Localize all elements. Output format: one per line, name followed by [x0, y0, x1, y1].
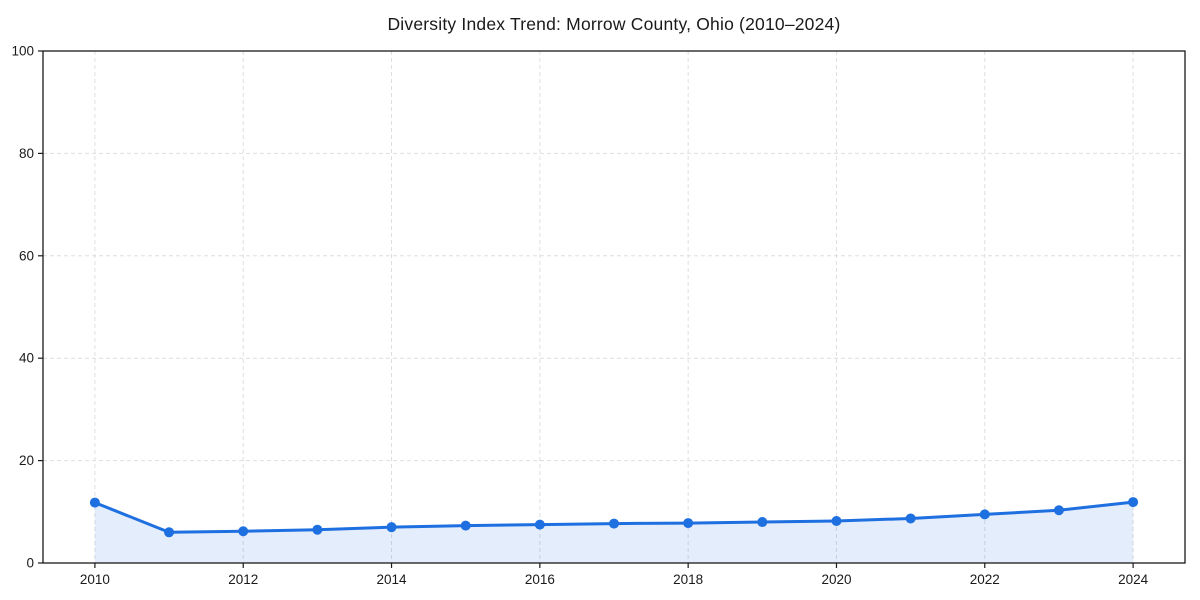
y-tick-label: 0: [26, 556, 34, 571]
data-point-2023: [1053, 505, 1064, 516]
plot-border: [42, 50, 1186, 564]
y-tick-label: 80: [19, 146, 34, 161]
chart-title: Diversity Index Trend: Morrow County, Oh…: [387, 14, 841, 34]
data-point-2018: [683, 518, 694, 529]
y-tick-label: 40: [19, 351, 34, 366]
x-tick-label: 2020: [821, 572, 851, 587]
y-tick-label: 20: [19, 453, 34, 468]
data-point-2016: [534, 519, 545, 530]
data-point-2013: [312, 524, 323, 535]
area-fill: [94, 502, 1134, 563]
data-point-2012: [238, 526, 249, 537]
y-tick-label: 60: [19, 248, 34, 263]
data-point-2010: [89, 497, 100, 508]
x-tick-label: 2014: [377, 572, 408, 587]
data-point-2022: [979, 509, 990, 520]
data-point-2020: [831, 516, 842, 527]
data-point-2017: [609, 518, 619, 529]
x-tick-label: 2010: [80, 572, 110, 587]
data-point-2014: [386, 522, 397, 533]
data-point-2024: [1128, 497, 1139, 508]
data-point-2015: [460, 520, 471, 531]
data-point-2011: [164, 527, 175, 538]
x-tick-label: 2022: [970, 572, 1000, 587]
x-tick-label: 2016: [525, 572, 555, 587]
x-tick-label: 2012: [228, 572, 258, 587]
x-tick-label: 2024: [1118, 572, 1149, 587]
y-tick-label: 100: [11, 44, 34, 59]
x-tick-label: 2018: [673, 572, 703, 587]
data-point-2021: [905, 513, 916, 524]
data-point-2019: [757, 517, 768, 528]
